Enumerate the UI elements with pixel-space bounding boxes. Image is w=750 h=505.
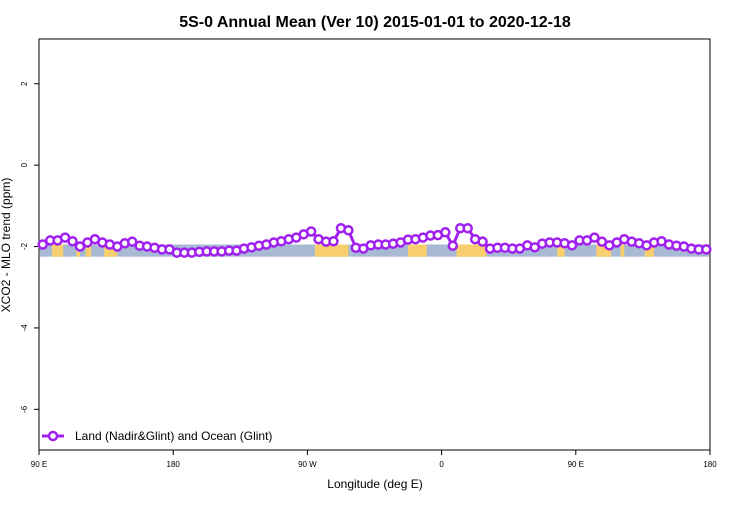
x-tick-label: 180 xyxy=(703,460,717,469)
x-tick-label: 90 W xyxy=(298,460,317,469)
data-point xyxy=(74,241,86,252)
land-segment xyxy=(644,244,655,257)
y-axis: 2 0 -2 -4 -6 xyxy=(20,81,39,413)
series-land-ocean xyxy=(37,222,712,258)
data-point xyxy=(67,235,78,247)
x-tick-label: 90 E xyxy=(31,460,47,469)
y-axis-label: XCO2 - MLO trend (ppm) xyxy=(0,178,13,313)
x-axis: 90 E 180 90 W 0 90 E 180 xyxy=(31,450,717,469)
data-point xyxy=(589,232,600,243)
land-segment xyxy=(85,244,92,257)
data-point xyxy=(462,222,473,234)
land-segment xyxy=(456,244,487,257)
x-tick-label: 0 xyxy=(439,460,444,469)
data-point xyxy=(343,225,354,236)
y-tick-label: 2 xyxy=(20,81,29,86)
legend: Land (Nadir&Glint) and Ocean (Glint) xyxy=(42,429,272,443)
data-point xyxy=(566,240,578,251)
y-tick-label: -2 xyxy=(20,242,29,250)
y-tick-label: -4 xyxy=(20,324,29,332)
x-tick-label: 180 xyxy=(167,460,181,469)
data-point xyxy=(305,226,317,237)
data-point xyxy=(447,240,459,251)
land-segment xyxy=(620,244,625,257)
x-tick-label: 90 E xyxy=(568,460,584,469)
data-point xyxy=(126,236,138,247)
chart-title: 5S-0 Annual Mean (Ver 10) 2015-01-01 to … xyxy=(179,14,571,31)
x-axis-label: Longitude (deg E) xyxy=(327,477,422,491)
y-tick-label: 0 xyxy=(20,162,29,167)
data-point xyxy=(701,244,712,255)
legend-label: Land (Nadir&Glint) and Ocean (Glint) xyxy=(75,429,272,443)
data-point xyxy=(328,235,339,247)
y-tick-label: -6 xyxy=(20,405,29,413)
land-segment xyxy=(314,244,349,257)
data-point xyxy=(37,239,48,250)
land-segment xyxy=(52,244,64,257)
data-point xyxy=(440,227,451,238)
legend-marker xyxy=(47,430,59,442)
land-segment xyxy=(408,244,427,257)
data-point xyxy=(477,236,488,247)
land-segment xyxy=(557,244,565,257)
